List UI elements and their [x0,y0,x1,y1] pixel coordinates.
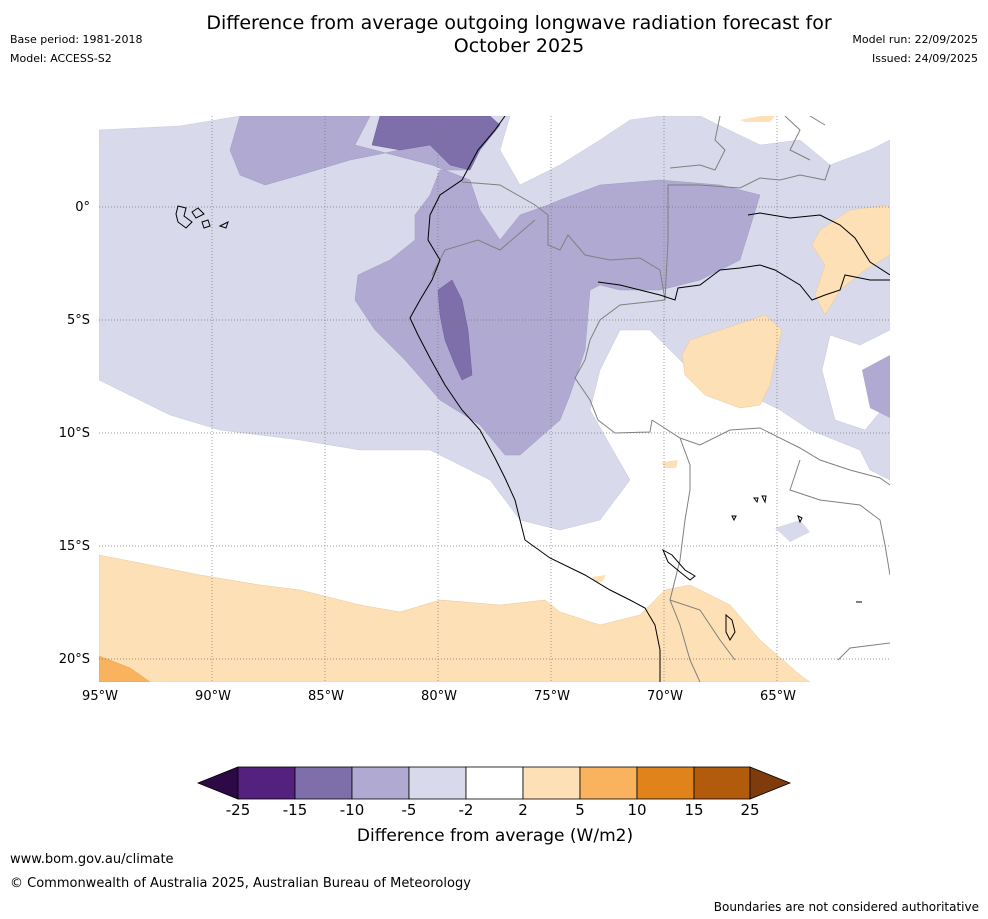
colorbar-bin [693,766,751,800]
issued-label: Issued: 24/09/2025 [871,52,978,65]
lat-label: 20°S [58,652,90,667]
colorbar-tick-label: 2 [518,801,528,819]
title-line-1: Difference from average outgoing longwav… [206,12,832,34]
title-line-2: October 2025 [453,35,585,57]
anomaly-region-light-orange-east [681,314,783,409]
colorbar-bin [408,766,467,800]
lat-label: 0° [75,200,90,215]
base-period-label: Base period: 1981-2018 [10,33,143,46]
colorbar-tick-label: 15 [684,801,704,819]
colorbar-tick-label: -5 [401,801,417,819]
colorbar-extend-low [196,766,239,800]
anomaly-region-medium-purple-east [862,355,890,418]
colorbar-tick-label: 25 [740,801,760,819]
lat-label: 5°S [66,313,90,328]
lon-label: 75°W [534,689,570,704]
anomaly-region-light-orange-blob [662,460,678,468]
anomaly-region-light-orange-south [99,554,811,682]
anomaly-region-light-purple-small [775,520,810,542]
colorbar-bin [294,766,353,800]
colorbar-tick-label: 10 [627,801,647,819]
lon-label: 90°W [195,689,231,704]
anomaly-region-orange-southwest [99,655,151,682]
colorbar-title: Difference from average (W/m2) [356,826,634,846]
model-run-label: Model run: 22/09/2025 [852,33,978,46]
map-title: Difference from average outgoing longwav… [0,12,988,58]
colorbar-tick-label: -25 [225,801,251,819]
grid-lines [99,116,890,682]
colorbar-bin [522,766,581,800]
coastline [175,116,890,682]
colorbar-bin [237,766,296,800]
colorbar-tick-label: -15 [282,801,308,819]
colorbar-tick-label: -10 [339,801,365,819]
colorbar [196,766,792,800]
anomaly-region-dark-purple-coast [437,279,473,381]
lon-label: 95°W [82,689,118,704]
colorbar-extend-high [749,766,792,800]
lon-label: 70°W [647,689,683,704]
anomaly-region-light-orange-blob [592,575,606,582]
lon-label: 65°W [760,689,796,704]
anomaly-shading [99,116,890,682]
colorbar-tick-label: 5 [575,801,585,819]
colorbar-bin [636,766,695,800]
colorbar-bin [579,766,638,800]
model-label: Model: ACCESS-S2 [10,52,112,65]
lat-label: 10°S [58,426,90,441]
boundary-disclaimer: Boundaries are not considered authoritat… [713,900,979,914]
anomaly-region-light-orange-top [740,116,775,122]
copyright-notice: © Commonwealth of Australia 2025, Austra… [10,876,471,891]
colorbar-bin [351,766,410,800]
colorbar-bin [465,766,524,800]
colorbar-tick-label: -2 [458,801,474,819]
lon-label: 80°W [421,689,457,704]
website-link[interactable]: www.bom.gov.au/climate [10,852,174,867]
anomaly-region-dark-purple-north [371,116,501,171]
country-borders [431,116,890,682]
lon-label: 85°W [308,689,344,704]
lat-label: 15°S [58,539,90,554]
